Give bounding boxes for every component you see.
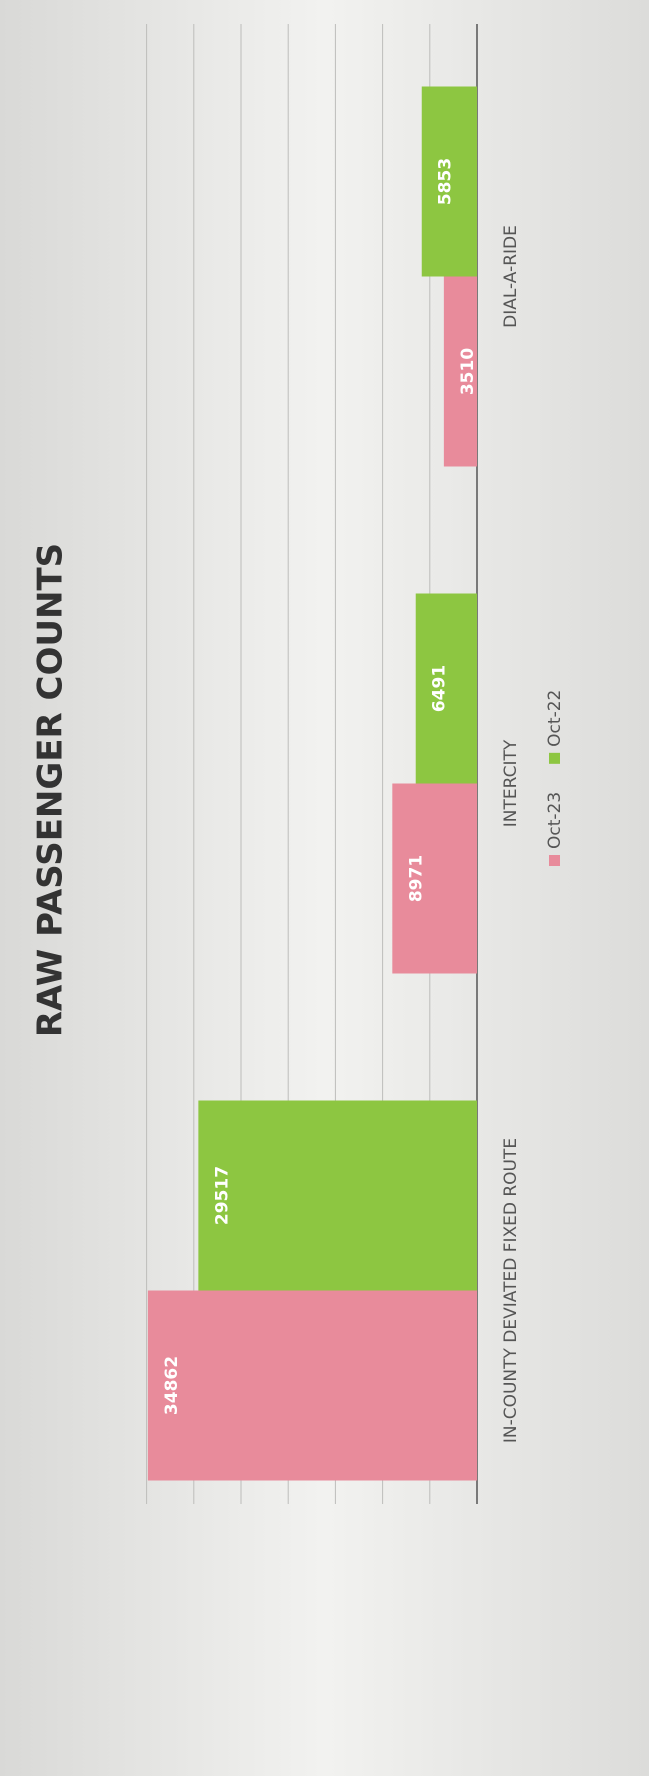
value-label: 6491 [430,665,450,712]
bar [421,86,477,277]
x-tick-label: IN-COUNTY DEVIATED FIXED ROUTE [501,1138,521,1443]
value-label: 29517 [212,1166,232,1225]
bar [443,276,477,467]
rotated-chart: RAW PASSENGER COUNTS IN-COUNTY DEVIATED … [31,24,565,1504]
legend-label: Oct-23 [545,792,565,849]
bar [415,593,477,784]
bar [147,1290,478,1481]
legend-swatch [549,855,560,866]
value-label: 8971 [406,855,426,902]
value-label: 5853 [436,158,456,205]
value-label: 34862 [162,1356,182,1415]
legend-label: Oct-22 [545,690,565,747]
legend-swatch [549,752,560,764]
bar [392,783,477,974]
x-tick-label: INTERCITY [501,739,521,827]
bar [198,1100,477,1291]
chart-title: RAW PASSENGER COUNTS [31,543,71,1037]
x-tick-label: DIAL-A-RIDE [501,225,521,328]
value-label: 3510 [458,348,478,395]
